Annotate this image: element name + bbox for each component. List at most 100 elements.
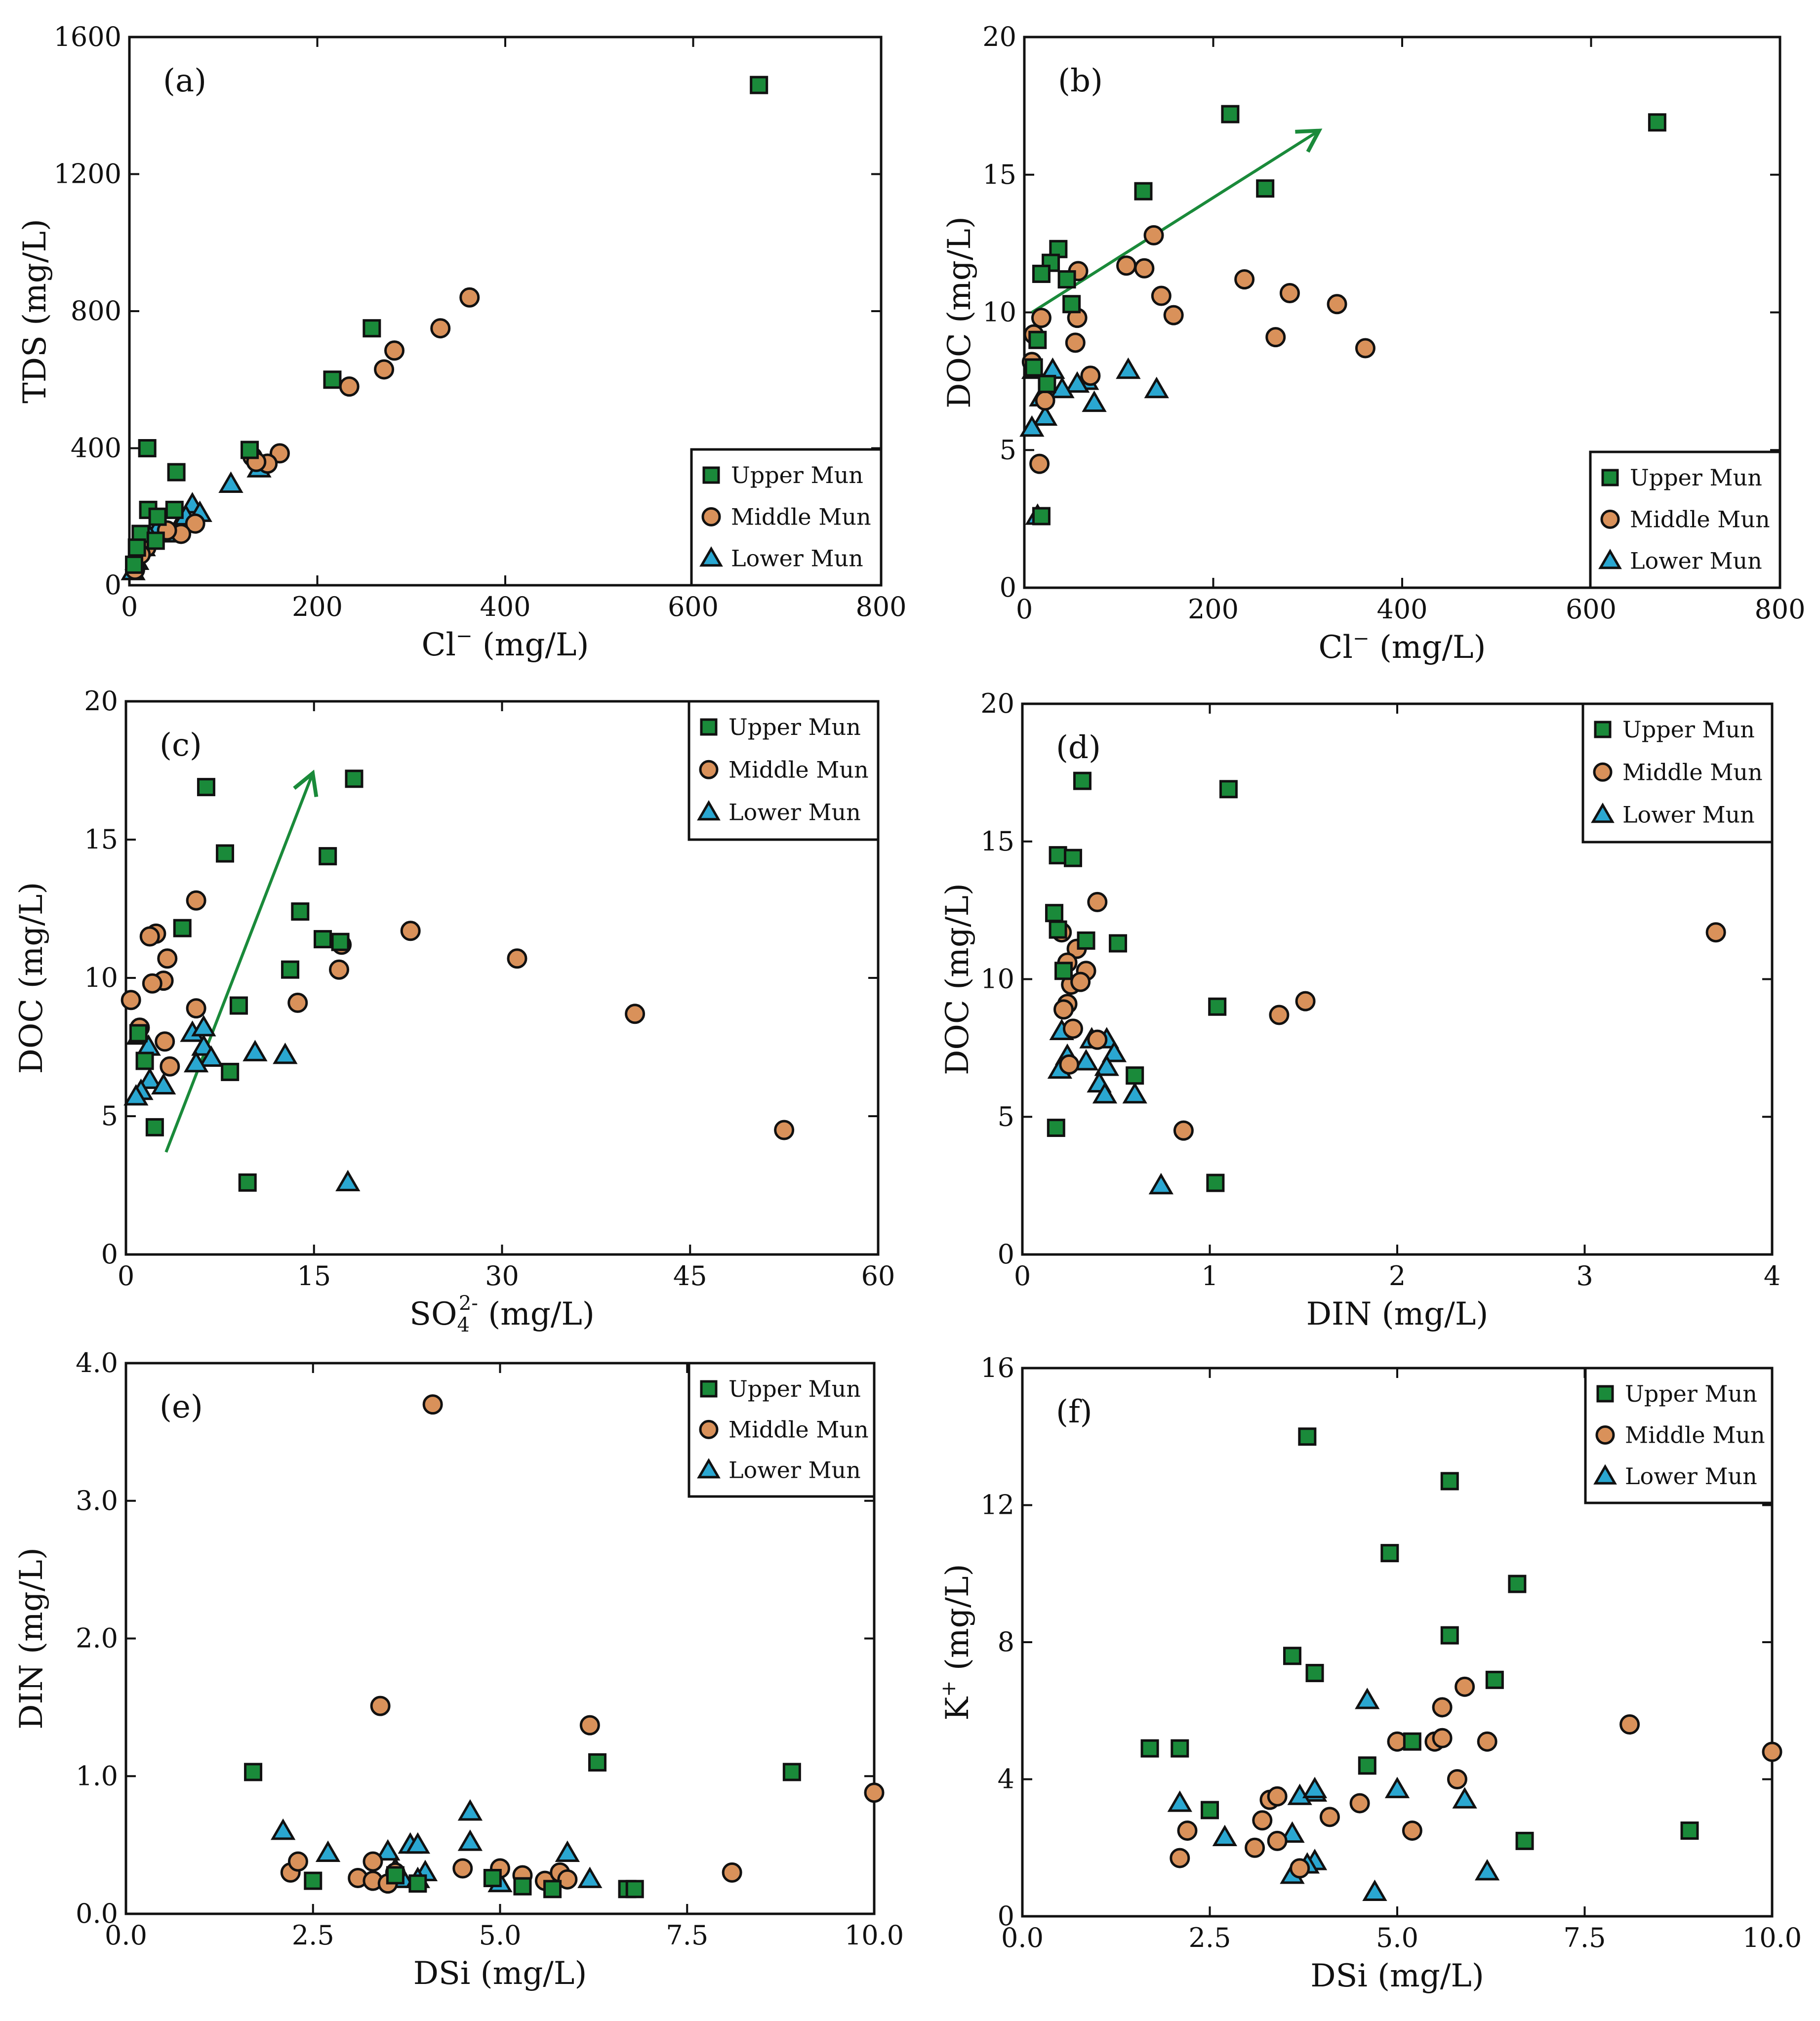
data-point-upper: [1077, 931, 1095, 950]
x-tick-label: 1: [1201, 1260, 1218, 1292]
data-point-middle: [1245, 1837, 1265, 1858]
data-point-middle: [155, 1031, 175, 1052]
x-axis-label: DSi (mg/L): [1310, 1958, 1484, 1994]
data-point-middle: [1295, 991, 1316, 1011]
data-point-middle: [864, 1782, 885, 1803]
data-point-upper: [138, 439, 157, 457]
data-point-upper: [1403, 1732, 1421, 1751]
y-tick-label: 15: [84, 824, 118, 855]
data-point-upper: [291, 902, 310, 921]
data-point-lower: [1032, 404, 1058, 426]
data-point-upper: [1109, 934, 1128, 953]
data-point-middle: [1267, 1830, 1288, 1851]
x-tick-label: 800: [855, 591, 906, 622]
data-point-lower: [243, 1040, 268, 1061]
legend-marker-middle: [1600, 509, 1620, 529]
data-point-upper: [241, 441, 259, 459]
data-point-middle: [459, 287, 480, 308]
data-point-middle: [579, 1715, 600, 1736]
data-point-lower: [191, 1014, 216, 1037]
y-tick-label: 10: [982, 297, 1016, 328]
legend-marker-middle: [699, 1419, 719, 1439]
data-point-lower: [1144, 376, 1169, 399]
data-point-middle: [625, 1004, 646, 1024]
data-point-lower: [1302, 1777, 1328, 1798]
data-point-upper: [588, 1753, 607, 1772]
data-point-middle: [1477, 1731, 1497, 1752]
y-tick-label: 5: [1000, 434, 1016, 465]
legend-marker-middle: [1595, 1425, 1615, 1445]
data-point-middle: [430, 318, 451, 339]
data-point-upper: [229, 996, 248, 1015]
data-point-middle: [400, 921, 421, 941]
data-point-upper: [331, 932, 350, 951]
data-point-upper: [345, 769, 364, 788]
data-point-upper: [244, 1763, 263, 1781]
data-point-middle: [1163, 305, 1184, 325]
data-point-middle: [1619, 1714, 1640, 1735]
data-point-upper: [625, 1880, 644, 1899]
data-point-lower: [577, 1866, 603, 1888]
data-point-lower: [1116, 357, 1141, 379]
legend-label-lower: Lower Mun: [728, 1457, 861, 1484]
panel-a: 0 200 400 600 800 0 400 800 1200 1600 Cl− (mg/L) TD…: [17, 21, 907, 663]
panel-label: (a): [163, 63, 206, 99]
legend-marker-lower: [1598, 549, 1622, 569]
data-point-upper: [1047, 1119, 1065, 1137]
data-point-lower: [1094, 1054, 1119, 1076]
legend: Upper Mun Middle Mun Lower Mun: [688, 700, 880, 841]
data-point-upper: [1057, 270, 1076, 289]
data-point-middle: [1762, 1741, 1782, 1762]
data-point-upper: [1134, 182, 1153, 201]
data-point-lower: [1474, 1859, 1500, 1881]
data-point-middle: [1070, 971, 1091, 992]
data-point-lower: [315, 1840, 341, 1862]
x-axis-label: Cl− (mg/L): [1319, 627, 1486, 666]
data-point-middle: [139, 926, 160, 947]
data-point-middle: [1087, 1029, 1108, 1050]
data-point-middle: [185, 513, 205, 534]
data-point-lower: [1167, 1790, 1192, 1812]
data-point-middle: [1116, 255, 1137, 276]
data-point-middle: [1080, 365, 1101, 386]
legend-label-lower: Lower Mun: [728, 799, 861, 826]
y-tick-label: 8: [998, 1626, 1014, 1657]
y-tick-label: 10: [980, 964, 1014, 995]
x-tick-label: 0: [1016, 594, 1033, 625]
data-point-upper: [197, 778, 215, 797]
x-tick-label: 10.0: [1742, 1922, 1802, 1953]
x-tick-label: 5.0: [479, 1920, 522, 1951]
legend-marker-middle: [1593, 762, 1613, 782]
y-tick-label: 4.0: [76, 1347, 118, 1378]
y-tick-label: 5: [998, 1101, 1014, 1132]
data-point-middle: [121, 990, 141, 1010]
legend-marker-middle: [699, 760, 719, 779]
data-point-upper: [281, 960, 300, 979]
data-point-lower: [1092, 1082, 1118, 1104]
data-point-upper: [408, 1874, 427, 1893]
data-point-middle: [1265, 327, 1286, 348]
data-point-middle: [1177, 1820, 1198, 1841]
data-point-middle: [1151, 285, 1172, 306]
legend-box: [1581, 702, 1774, 844]
legend-label-lower: Lower Mun: [1625, 1463, 1757, 1490]
legend-label-upper: Upper Mun: [1625, 1380, 1757, 1407]
data-point-middle: [557, 1869, 578, 1890]
y-tick-label: 1.0: [76, 1760, 118, 1791]
legend-marker-upper: [700, 718, 718, 736]
legend-marker-upper: [1596, 1385, 1614, 1403]
data-point-middle: [1279, 283, 1300, 303]
data-point-upper: [125, 555, 144, 574]
legend-label-middle: Middle Mun: [1630, 506, 1770, 532]
data-point-middle: [1355, 338, 1375, 359]
legend-label-middle: Middle Mun: [1622, 759, 1763, 785]
data-point-middle: [507, 948, 527, 969]
y-tick-label: 0: [105, 569, 121, 601]
legend-box: [1589, 450, 1781, 589]
data-point-upper: [543, 1880, 562, 1899]
x-tick-label: 0.0: [105, 1920, 147, 1951]
data-point-lower: [270, 1818, 296, 1840]
data-point-middle: [1170, 1848, 1190, 1868]
data-point-upper: [750, 76, 768, 94]
